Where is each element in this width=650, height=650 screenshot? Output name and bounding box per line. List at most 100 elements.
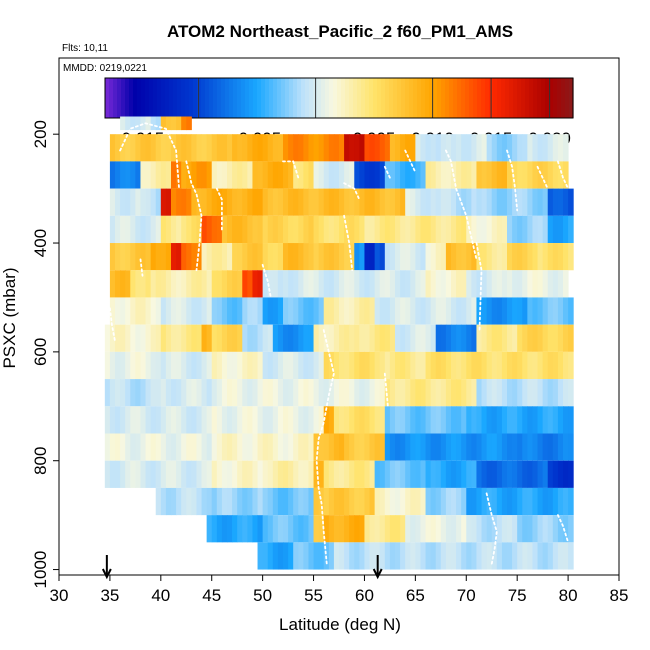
heatmap-cell xyxy=(227,188,233,216)
heatmap-cell xyxy=(512,134,518,162)
heatmap-cell xyxy=(288,433,294,461)
heatmap-cell xyxy=(237,406,243,434)
colorbar-cell xyxy=(181,78,186,118)
heatmap-cell xyxy=(481,460,488,488)
heatmap-cell xyxy=(155,379,162,407)
heatmap-cell xyxy=(145,297,152,325)
heatmap-cell xyxy=(491,134,498,162)
heatmap-cell xyxy=(277,460,284,488)
heatmap-cell xyxy=(232,406,238,434)
heatmap-cell xyxy=(252,324,259,352)
colorbar-cell xyxy=(269,78,274,118)
y-tick-label: 600 xyxy=(31,338,50,366)
flight-track xyxy=(139,258,144,277)
heatmap-cell xyxy=(542,270,549,298)
heatmap-cell xyxy=(298,406,304,434)
colorbar-cell xyxy=(249,78,254,118)
heatmap-cell xyxy=(517,134,523,162)
colorbar-cell xyxy=(153,78,158,118)
heatmap-cell xyxy=(461,270,467,298)
heatmap-cell xyxy=(247,406,253,434)
heatmap-cell xyxy=(135,433,141,461)
heatmap-cell xyxy=(389,460,396,488)
colorbar-cell xyxy=(401,78,406,118)
heatmap-cell xyxy=(476,542,483,570)
heatmap-cell xyxy=(227,297,233,325)
heatmap-cell xyxy=(323,324,330,352)
heatmap-cell xyxy=(237,161,243,189)
heatmap-cell xyxy=(262,487,269,516)
heatmap-cell xyxy=(359,487,365,516)
heatmap-cell xyxy=(318,460,325,488)
heatmap-cell xyxy=(410,161,416,189)
heatmap-cell xyxy=(461,134,467,162)
heatmap-cell xyxy=(537,433,544,461)
heatmap-cell xyxy=(293,515,299,543)
heatmap-cell xyxy=(532,542,539,570)
heatmap-cell xyxy=(227,460,233,488)
heatmap-cell xyxy=(568,215,574,244)
heatmap-cell xyxy=(547,542,554,570)
heatmap-cell xyxy=(257,406,264,434)
heatmap-cell xyxy=(552,515,559,543)
heatmap-cell xyxy=(445,324,452,352)
x-tick-label: 75 xyxy=(508,586,527,605)
heatmap-cell xyxy=(389,297,396,325)
heatmap-cell xyxy=(451,487,457,516)
heatmap-cell xyxy=(201,161,208,189)
heatmap-cell xyxy=(435,379,442,407)
heatmap-cell xyxy=(512,515,518,543)
heatmap-cell xyxy=(517,487,523,516)
heatmap-cell xyxy=(323,243,330,271)
heatmap-cell xyxy=(466,460,472,488)
heatmap-cell xyxy=(471,460,477,488)
heatmap-cell xyxy=(262,351,269,380)
heatmap-cell xyxy=(115,297,121,325)
heatmap-cell xyxy=(400,351,406,380)
heatmap-cell xyxy=(456,515,462,543)
heatmap-cell xyxy=(486,134,493,162)
heatmap-cell xyxy=(283,243,289,271)
heatmap-cell xyxy=(242,215,248,244)
heatmap-cell xyxy=(344,433,350,461)
heatmap-cell xyxy=(277,542,284,570)
heatmap-cell xyxy=(160,324,167,352)
heatmap-cell xyxy=(237,243,243,271)
heatmap-cell xyxy=(512,433,518,461)
heatmap-cell xyxy=(216,351,223,380)
heatmap-cell xyxy=(328,243,335,271)
heatmap-cell xyxy=(369,243,376,271)
heatmap-cell xyxy=(171,243,177,271)
heatmap-cell xyxy=(563,215,569,244)
heatmap-cell xyxy=(237,324,243,352)
heatmap-cell xyxy=(496,188,503,216)
heatmap-cell xyxy=(257,161,264,189)
heatmap-cell xyxy=(145,116,152,131)
heatmap-cell xyxy=(135,215,141,244)
heatmap-cell xyxy=(415,324,421,352)
heatmap-cell xyxy=(155,215,162,244)
heatmap-cell xyxy=(323,161,330,189)
heatmap-cell xyxy=(313,134,320,162)
heatmap-cell xyxy=(104,406,111,434)
heatmap-cell xyxy=(277,324,284,352)
heatmap-cell xyxy=(410,515,416,543)
heatmap-cell xyxy=(125,406,131,434)
heatmap-cell xyxy=(532,351,539,380)
chart-title: ATOM2 Northeast_Pacific_2 f60_PM1_AMS xyxy=(167,22,513,41)
heatmap-cell xyxy=(272,324,279,352)
heatmap-cell xyxy=(379,379,386,407)
heatmap-cell xyxy=(430,297,437,325)
heatmap-cell xyxy=(425,406,432,434)
heatmap-cell xyxy=(405,433,411,461)
heatmap-cell xyxy=(115,188,121,216)
heatmap-cell xyxy=(262,270,269,298)
heatmap-cell xyxy=(201,460,208,488)
heatmap-cell xyxy=(120,460,126,488)
heatmap-cell xyxy=(491,487,498,516)
heatmap-cell xyxy=(237,515,243,543)
heatmap-cell xyxy=(410,324,416,352)
heatmap-cell xyxy=(120,433,126,461)
heatmap-cell xyxy=(318,406,325,434)
flight-track xyxy=(383,165,391,179)
